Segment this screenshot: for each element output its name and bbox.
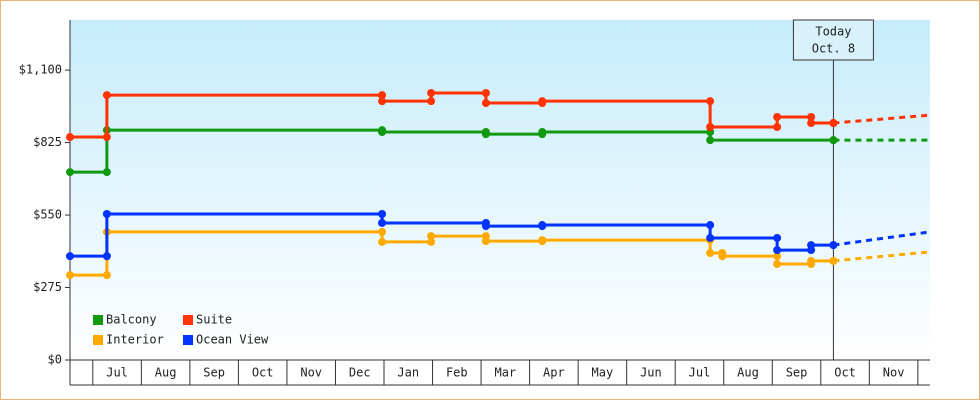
price-point bbox=[427, 97, 436, 106]
x-tick-label: Aug bbox=[737, 366, 759, 380]
y-tick-label: $550 bbox=[33, 208, 62, 222]
price-point bbox=[481, 89, 490, 98]
price-point bbox=[773, 252, 782, 261]
price-point bbox=[378, 237, 387, 246]
price-point bbox=[773, 112, 782, 121]
price-point bbox=[773, 123, 782, 132]
price-point bbox=[378, 227, 387, 236]
y-tick-label: $0 bbox=[48, 353, 62, 367]
plot-area bbox=[70, 20, 930, 360]
x-tick-label: Aug bbox=[155, 366, 177, 380]
x-tick-label: Mar bbox=[494, 366, 516, 380]
x-tick-label: Nov bbox=[300, 366, 322, 380]
legend-label: Ocean View bbox=[196, 333, 269, 347]
price-point bbox=[102, 271, 111, 280]
price-point bbox=[102, 209, 111, 218]
price-point bbox=[706, 233, 715, 242]
price-point bbox=[773, 260, 782, 269]
price-point bbox=[427, 237, 436, 246]
price-point bbox=[807, 119, 816, 128]
y-tick-label: $275 bbox=[33, 280, 62, 294]
price-point bbox=[481, 218, 490, 227]
price-point bbox=[66, 271, 74, 280]
x-tick-label: Nov bbox=[883, 366, 905, 380]
x-tick-label: Apr bbox=[543, 366, 565, 380]
price-point bbox=[378, 126, 387, 135]
x-tick-label: Dec bbox=[349, 366, 371, 380]
price-point bbox=[378, 97, 387, 106]
legend-label: Interior bbox=[106, 333, 164, 347]
today-box bbox=[792, 19, 874, 61]
price-point bbox=[807, 112, 816, 121]
price-point bbox=[427, 89, 436, 98]
x-tick-label: Jul bbox=[106, 366, 128, 380]
price-point bbox=[807, 260, 816, 269]
price-point bbox=[102, 168, 111, 177]
legend-label: Balcony bbox=[106, 313, 157, 327]
legend-swatch bbox=[183, 335, 193, 345]
forecast-line bbox=[833, 230, 931, 247]
price-point bbox=[706, 248, 715, 257]
x-tick-label: May bbox=[592, 366, 614, 380]
price-point bbox=[773, 246, 782, 255]
price-point bbox=[538, 99, 547, 108]
price-point bbox=[66, 133, 74, 142]
price-point bbox=[706, 123, 715, 132]
price-point bbox=[427, 232, 436, 241]
price-point bbox=[378, 91, 387, 100]
y-tick-label: $825 bbox=[33, 135, 62, 149]
price-point bbox=[538, 237, 547, 246]
legend-swatch bbox=[93, 335, 103, 345]
price-point bbox=[102, 252, 111, 261]
x-tick-label: Oct bbox=[834, 366, 856, 380]
forecast-line bbox=[833, 250, 931, 263]
price-point bbox=[378, 209, 387, 218]
price-point bbox=[102, 133, 111, 142]
price-point bbox=[538, 130, 547, 139]
price-point bbox=[718, 248, 727, 257]
legend-swatch bbox=[183, 315, 193, 325]
today-label: Today bbox=[815, 25, 851, 39]
price-point bbox=[102, 91, 111, 100]
price-point bbox=[706, 97, 715, 106]
price-point bbox=[706, 136, 715, 145]
today-label: Oct. 8 bbox=[812, 42, 855, 56]
price-point bbox=[481, 232, 490, 241]
price-point bbox=[378, 218, 387, 227]
x-tick-label: Feb bbox=[446, 366, 468, 380]
price-point bbox=[538, 222, 547, 231]
x-tick-label: Sep bbox=[786, 366, 808, 380]
price-point bbox=[66, 168, 74, 177]
legend-swatch bbox=[93, 315, 103, 325]
forecast-line bbox=[833, 113, 931, 125]
price-point bbox=[773, 233, 782, 242]
price-point bbox=[481, 99, 490, 108]
x-tick-label: Oct bbox=[252, 366, 274, 380]
x-tick-label: Jun bbox=[640, 366, 662, 380]
x-tick-label: Jan bbox=[397, 366, 419, 380]
price-point bbox=[66, 252, 74, 261]
price-point bbox=[807, 246, 816, 255]
price-point bbox=[706, 221, 715, 230]
series-line bbox=[70, 91, 834, 139]
price-point bbox=[481, 128, 490, 137]
x-tick-label: Jul bbox=[689, 366, 711, 380]
legend-label: Suite bbox=[196, 313, 232, 327]
y-tick-label: $1,100 bbox=[19, 63, 62, 77]
x-tick-label: Sep bbox=[203, 366, 225, 380]
